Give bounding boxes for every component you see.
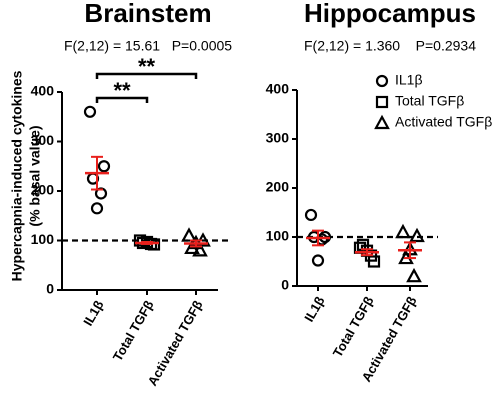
significance-label: ** [113,78,131,103]
data-point [192,242,208,257]
legend-marker [375,95,389,109]
y-tick-label: 100 [31,231,55,247]
legend-marker [375,74,389,88]
y-tick-label: 300 [266,130,290,146]
x-tick-label: IL1β [301,294,327,325]
legend-label: Activated TGFβ [395,114,492,130]
data-point [409,227,425,243]
data-point [395,223,411,239]
data-point [304,208,318,222]
legend-label: Total TGFβ [395,93,464,109]
chart-subtitle: F(2,12) = 15.61 P=0.0005 [64,38,232,54]
significance-bracket [95,96,149,103]
legend-label: IL1β [395,72,423,88]
y-axis-label: (% basal value) [27,125,43,226]
x-tick-label: Total TGFβ [110,298,157,364]
data-point [83,105,97,118]
x-tick-label: IL1β [80,298,106,329]
chart-title: Hippocampus [304,0,476,28]
chart-title: Brainstem [84,0,211,28]
data-point [311,254,325,267]
data-point [181,227,197,242]
data-point [94,187,108,200]
data-point [90,202,104,215]
y-tick-label: 200 [31,182,55,198]
data-point [406,267,422,283]
significance-label: ** [138,54,156,79]
y-axis-label: Hypercapnia-induced cytokines [9,70,25,281]
x-tick-label: Total TGFβ [330,294,377,360]
y-tick-label: 200 [266,179,290,195]
data-point [97,160,111,173]
y-tick-label: 0 [281,277,289,293]
chart-subtitle: F(2,12) = 1.360 P=0.2934 [304,38,476,54]
y-tick-label: 400 [266,81,290,97]
legend-marker [374,114,390,130]
y-tick-label: 0 [46,281,54,297]
y-tick-label: 400 [31,83,55,99]
significance-bracket [95,72,198,79]
y-tick-label: 100 [266,228,290,244]
y-tick-label: 300 [31,132,55,148]
x-tick-label: Activated TGFβ [145,298,206,389]
